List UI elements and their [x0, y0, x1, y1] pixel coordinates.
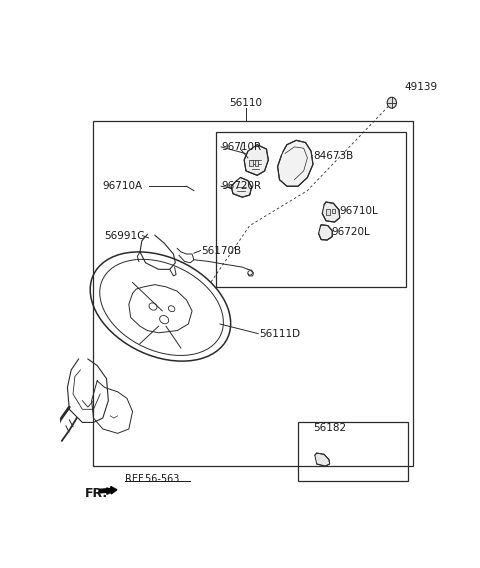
Text: 96720R: 96720R [222, 181, 262, 191]
Text: 49139: 49139 [404, 82, 437, 92]
Bar [326, 209, 330, 215]
Polygon shape [315, 453, 330, 466]
Text: 56991C: 56991C [105, 231, 145, 241]
Bar [249, 160, 253, 166]
Text: 56111D: 56111D [259, 329, 300, 339]
Polygon shape [244, 145, 268, 176]
FancyArrow shape [100, 487, 117, 494]
Text: 56110: 56110 [229, 98, 263, 107]
Text: FR.: FR. [85, 487, 108, 500]
Polygon shape [319, 225, 332, 240]
Text: 84673B: 84673B [313, 151, 353, 161]
Text: REF.56-563: REF.56-563 [125, 474, 180, 485]
Text: 56170B: 56170B [202, 245, 241, 256]
Bar [94, 120, 413, 466]
Bar [332, 209, 335, 214]
Ellipse shape [387, 97, 396, 108]
Text: 96710L: 96710L [339, 206, 378, 216]
Bar [216, 132, 406, 287]
Text: 96710R: 96710R [222, 142, 262, 152]
Bar [298, 423, 408, 482]
Text: 96710A: 96710A [103, 181, 143, 191]
Polygon shape [231, 177, 252, 197]
Text: 56182: 56182 [313, 423, 346, 433]
Polygon shape [322, 202, 340, 222]
Text: 96720L: 96720L [332, 227, 370, 237]
Polygon shape [277, 140, 313, 186]
Bar [254, 160, 258, 166]
